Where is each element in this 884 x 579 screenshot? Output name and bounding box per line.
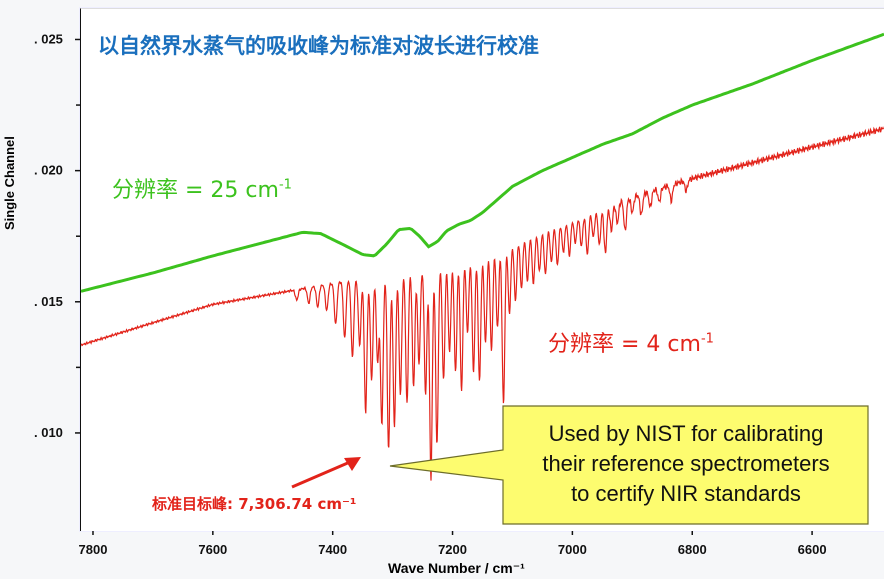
green-resolution-text: 分辨率 = 25 cm bbox=[112, 178, 279, 203]
x-tick-label: 7600 bbox=[198, 542, 227, 557]
y-tick-label: . 020 bbox=[34, 163, 63, 178]
x-tick-label: 6600 bbox=[798, 542, 827, 557]
x-tick-label: 7200 bbox=[438, 542, 467, 557]
y-axis: . 010 . 015 . 020 . 025 bbox=[34, 31, 81, 440]
callout-line-2: their reference spectrometers bbox=[542, 451, 830, 476]
y-axis-label: Single Channel bbox=[2, 136, 17, 230]
callout-line-1: Used by NIST for calibrating bbox=[548, 421, 824, 446]
callout-shape bbox=[389, 405, 869, 525]
peak-arrow bbox=[291, 457, 361, 489]
x-tick-label: 7800 bbox=[79, 542, 108, 557]
x-tick-label: 7000 bbox=[558, 542, 587, 557]
callout-text: Used by NIST for calibrating their refer… bbox=[505, 419, 867, 509]
x-axis-label: Wave Number / cm⁻¹ bbox=[388, 560, 525, 576]
chart-title: 以自然界水蒸气的吸收峰为标准对波长进行校准 bbox=[98, 34, 539, 58]
red-resolution-text: 分辨率 = 4 cm bbox=[548, 332, 701, 357]
green-resolution-label: 分辨率 = 25 cm-1 bbox=[112, 172, 292, 204]
series-line-25cm bbox=[80, 32, 884, 293]
target-peak-label: 标准目标峰: 7,306.74 cm⁻¹ bbox=[152, 495, 357, 513]
y-tick-label: . 010 bbox=[34, 425, 63, 440]
red-resolution-label: 分辨率 = 4 cm-1 bbox=[548, 326, 714, 358]
callout-line-3: to certify NIR standards bbox=[571, 481, 801, 506]
green-resolution-sup: -1 bbox=[278, 177, 292, 193]
x-tick-label: 6800 bbox=[678, 542, 707, 557]
red-resolution-sup: -1 bbox=[700, 331, 714, 347]
x-tick-label: 7400 bbox=[318, 542, 347, 557]
y-tick-label: . 025 bbox=[34, 31, 63, 46]
x-axis: 7800 7600 7400 7200 7000 6800 6600 bbox=[79, 531, 827, 557]
series-line-4cm bbox=[80, 126, 884, 481]
callout-bubble bbox=[389, 405, 869, 525]
y-tick-label: . 015 bbox=[34, 294, 63, 309]
